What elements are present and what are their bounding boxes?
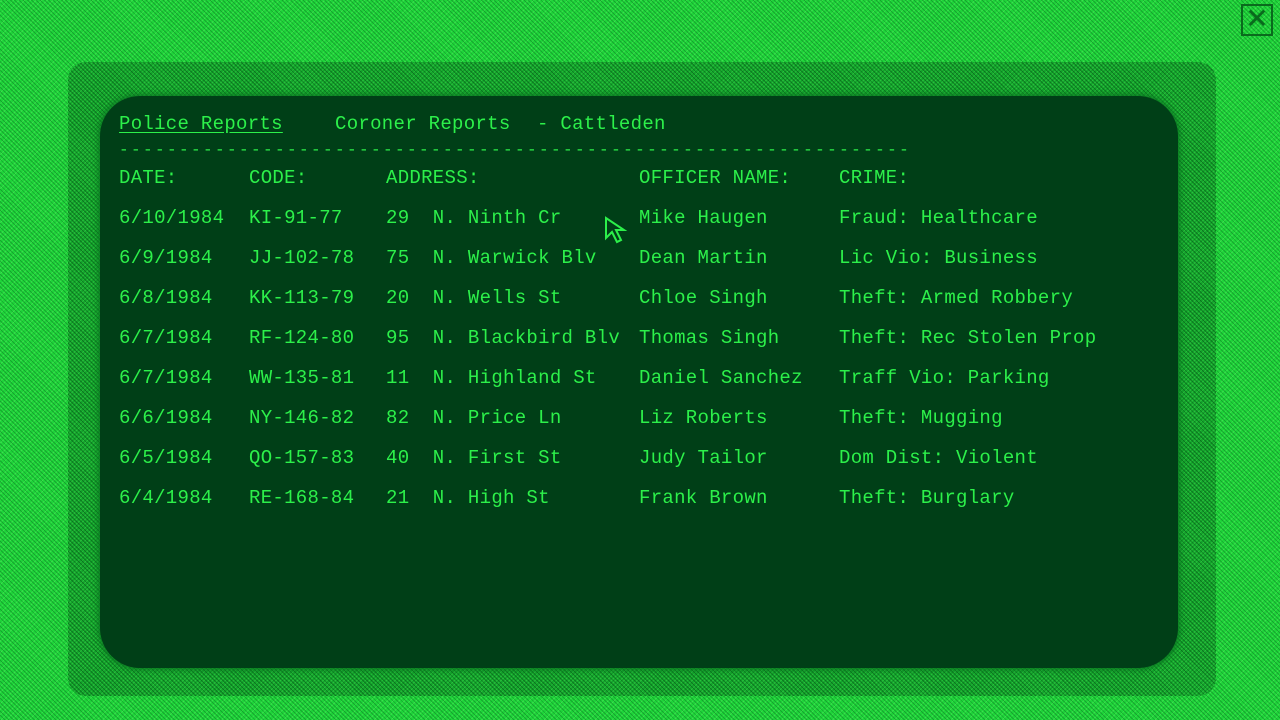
table-cell-date: 6/8/1984 [119, 287, 213, 309]
table-cell-code[interactable]: NY-146-82 [249, 407, 355, 429]
table-cell-crime: Theft: Burglary [839, 487, 1015, 509]
table-cell-crime: Theft: Mugging [839, 407, 1003, 429]
table-cell-address: 11 N. Highland St [386, 367, 597, 389]
table-cell-officer-name: Chloe Singh [639, 287, 768, 309]
divider: ----------------------------------------… [119, 141, 912, 159]
terminal-screen [100, 96, 1178, 668]
table-cell-crime: Theft: Rec Stolen Prop [839, 327, 1097, 349]
column-header-crime: CRIME: [839, 167, 910, 189]
table-cell-date: 6/7/1984 [119, 327, 213, 349]
table-cell-address: 82 N. Price Ln [386, 407, 562, 429]
location-label: - Cattleden [537, 113, 666, 135]
table-cell-address: 21 N. High St [386, 487, 550, 509]
table-cell-address: 95 N. Blackbird Blv [386, 327, 621, 349]
table-cell-code[interactable]: KK-113-79 [249, 287, 355, 309]
table-cell-address: 40 N. First St [386, 447, 562, 469]
table-cell-code[interactable]: RF-124-80 [249, 327, 355, 349]
table-cell-date: 6/4/1984 [119, 487, 213, 509]
table-cell-code[interactable]: RE-168-84 [249, 487, 355, 509]
table-cell-address: 29 N. Ninth Cr [386, 207, 562, 229]
table-cell-code[interactable]: KI-91-77 [249, 207, 343, 229]
table-cell-officer-name: Judy Tailor [639, 447, 768, 469]
column-header-officer-name: OFFICER NAME: [639, 167, 792, 189]
table-cell-address: 20 N. Wells St [386, 287, 562, 309]
table-cell-date: 6/10/1984 [119, 207, 225, 229]
column-header-date: DATE: [119, 167, 178, 189]
table-cell-date: 6/7/1984 [119, 367, 213, 389]
mouse-cursor-icon [605, 216, 628, 244]
table-cell-officer-name: Thomas Singh [639, 327, 780, 349]
column-header-address: ADDRESS: [386, 167, 480, 189]
table-cell-officer-name: Frank Brown [639, 487, 768, 509]
table-cell-crime: Theft: Armed Robbery [839, 287, 1074, 309]
table-cell-code[interactable]: WW-135-81 [249, 367, 355, 389]
table-cell-officer-name: Liz Roberts [639, 407, 768, 429]
close-icon: ✕ [1245, 2, 1269, 35]
tab-coroner-reports[interactable]: Coroner Reports [335, 113, 511, 135]
table-cell-crime: Lic Vio: Business [839, 247, 1038, 269]
table-cell-address: 75 N. Warwick Blv [386, 247, 597, 269]
table-cell-officer-name: Mike Haugen [639, 207, 768, 229]
column-header-code: CODE: [249, 167, 308, 189]
table-cell-officer-name: Dean Martin [639, 247, 768, 269]
table-cell-date: 6/9/1984 [119, 247, 213, 269]
table-cell-code[interactable]: JJ-102-78 [249, 247, 355, 269]
table-cell-code[interactable]: QO-157-83 [249, 447, 355, 469]
table-cell-date: 6/6/1984 [119, 407, 213, 429]
tab-police-reports[interactable]: Police Reports [119, 113, 283, 135]
table-cell-crime: Traff Vio: Parking [839, 367, 1050, 389]
table-cell-officer-name: Daniel Sanchez [639, 367, 803, 389]
table-cell-date: 6/5/1984 [119, 447, 213, 469]
table-cell-crime: Fraud: Healthcare [839, 207, 1038, 229]
table-cell-crime: Dom Dist: Violent [839, 447, 1038, 469]
close-button[interactable]: ✕ [1241, 4, 1273, 36]
